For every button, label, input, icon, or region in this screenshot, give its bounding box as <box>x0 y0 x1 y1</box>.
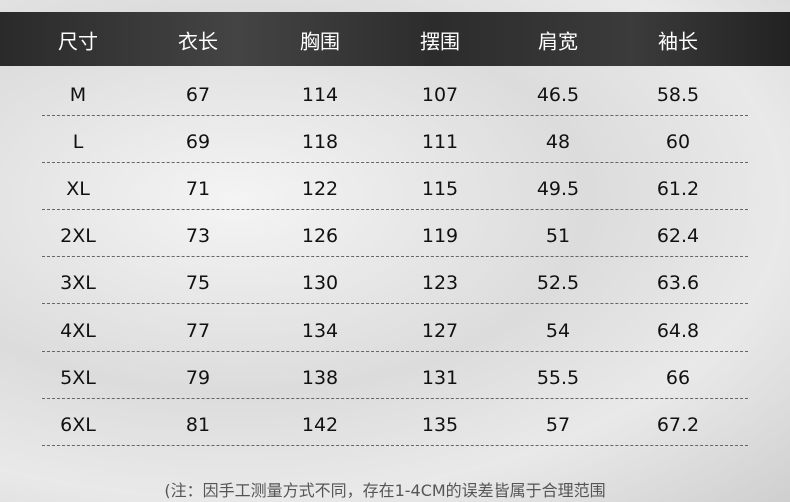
table-cell: 55.5 <box>537 367 579 389</box>
table-cell: 126 <box>302 225 338 247</box>
header-cell: 袖长 <box>658 26 698 55</box>
row-divider <box>42 445 748 446</box>
table-cell: 134 <box>302 320 338 342</box>
row-divider <box>42 115 748 116</box>
table-cell: 127 <box>422 320 458 342</box>
header-cell: 胸围 <box>300 26 340 55</box>
table-cell: 66 <box>666 367 690 389</box>
table-cell: 60 <box>666 131 690 153</box>
table-cell: L <box>73 131 84 153</box>
table-cell: 6XL <box>60 414 96 436</box>
table-cell: 135 <box>422 414 458 436</box>
table-cell: 61.2 <box>657 178 699 200</box>
table-cell: 73 <box>186 225 210 247</box>
table-cell: 54 <box>546 320 570 342</box>
table-cell: 67 <box>186 84 210 106</box>
table-cell: 131 <box>422 367 458 389</box>
table-cell: 62.4 <box>657 225 699 247</box>
table-cell: 57 <box>546 414 570 436</box>
table-cell: 67.2 <box>657 414 699 436</box>
table-cell: 138 <box>302 367 338 389</box>
row-divider <box>42 303 748 304</box>
row-divider <box>42 162 748 163</box>
row-divider <box>42 398 748 399</box>
row-divider <box>42 351 748 352</box>
table-cell: 3XL <box>60 272 96 294</box>
table-cell: 4XL <box>60 320 96 342</box>
table-cell: 115 <box>422 178 458 200</box>
table-cell: 52.5 <box>537 272 579 294</box>
table-cell: 77 <box>186 320 210 342</box>
table-cell: 111 <box>422 131 458 153</box>
table-cell: 51 <box>546 225 570 247</box>
table-cell: 118 <box>302 131 338 153</box>
header-cell: 衣长 <box>178 26 218 55</box>
header-cell: 肩宽 <box>538 26 578 55</box>
table-cell: 71 <box>186 178 210 200</box>
table-cell: 69 <box>186 131 210 153</box>
note: (注：因手工测量方式不同，存在1-4CM的误差皆属于合理范围 <box>164 477 605 501</box>
table-cell: 114 <box>302 84 338 106</box>
table-cell: 5XL <box>60 367 96 389</box>
table-cell: 75 <box>186 272 210 294</box>
row-divider <box>42 209 748 210</box>
table-cell: 63.6 <box>657 272 699 294</box>
table-cell: 79 <box>186 367 210 389</box>
table-cell: 130 <box>302 272 338 294</box>
table-cell: 119 <box>422 225 458 247</box>
table-cell: 81 <box>186 414 210 436</box>
table-cell: 123 <box>422 272 458 294</box>
table-cell: 2XL <box>60 225 96 247</box>
table-cell: 49.5 <box>537 178 579 200</box>
row-divider <box>42 256 748 257</box>
header-cell: 尺寸 <box>58 26 98 55</box>
table-cell: 142 <box>302 414 338 436</box>
table-cell: 64.8 <box>657 320 699 342</box>
table-cell: 107 <box>422 84 458 106</box>
table-cell: XL <box>66 178 90 200</box>
table-cell: 46.5 <box>537 84 579 106</box>
table-cell: 48 <box>546 131 570 153</box>
header-cell: 摆围 <box>420 26 460 55</box>
table-cell: 122 <box>302 178 338 200</box>
table-cell: M <box>70 84 86 106</box>
table-cell: 58.5 <box>657 84 699 106</box>
